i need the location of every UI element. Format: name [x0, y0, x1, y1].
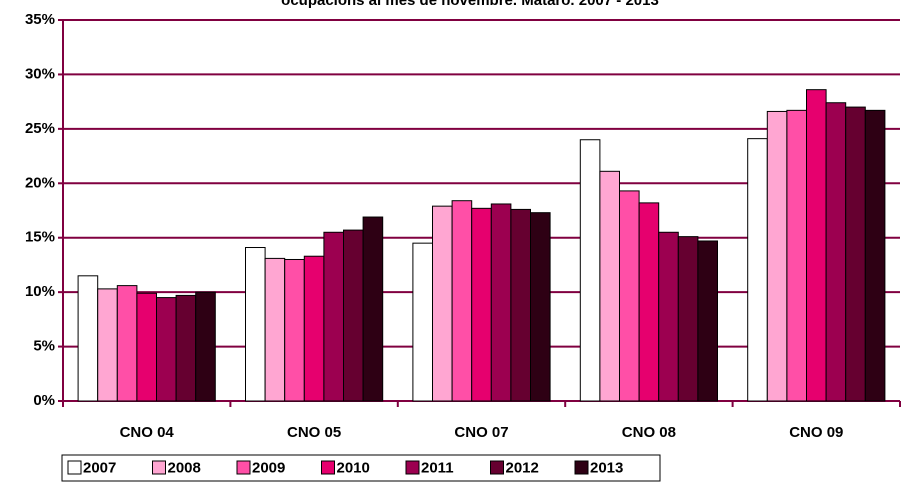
x-tick-label: CNO 05 — [287, 424, 341, 441]
legend-swatch — [405, 460, 420, 475]
legend-label: 2009 — [252, 459, 285, 476]
legend-label: 2010 — [337, 459, 370, 476]
y-tick-label: 15% — [25, 229, 55, 246]
legend-swatch — [67, 460, 82, 475]
bar — [156, 297, 177, 402]
bar — [264, 257, 286, 402]
bar — [864, 109, 886, 402]
bar — [510, 208, 531, 402]
bar — [412, 242, 433, 402]
legend-label: 2013 — [590, 459, 623, 476]
y-tick-label: 20% — [25, 174, 55, 191]
bar — [786, 109, 808, 402]
legend-label: 2012 — [506, 459, 539, 476]
bar — [747, 138, 768, 402]
bar — [97, 288, 118, 402]
bar — [490, 203, 512, 402]
legend-swatch — [152, 460, 166, 475]
bar — [343, 229, 364, 402]
y-tick-label: 30% — [25, 65, 55, 82]
bar — [697, 240, 719, 402]
bar — [599, 170, 621, 402]
legend-swatch — [490, 460, 504, 475]
bar — [432, 205, 453, 402]
bar — [825, 102, 847, 402]
legend-label: 2011 — [421, 459, 454, 476]
bar — [579, 139, 601, 402]
y-tick-label: 35% — [25, 11, 55, 28]
bar — [362, 216, 384, 402]
bar — [195, 291, 216, 402]
x-tick-label: CNO 04 — [120, 424, 175, 441]
bar — [175, 294, 197, 402]
bar — [245, 247, 266, 402]
bar — [658, 231, 679, 402]
x-tick-label: CNO 09 — [789, 424, 843, 441]
legend-label: 2008 — [168, 459, 201, 476]
bar — [471, 207, 492, 402]
bar — [766, 110, 788, 402]
bar — [806, 89, 827, 402]
bar — [136, 292, 157, 402]
bar — [619, 190, 640, 402]
y-tick-label: 25% — [25, 120, 55, 137]
y-tick-label: 10% — [25, 283, 55, 300]
bar — [530, 212, 551, 402]
bar — [303, 255, 325, 402]
chart-title: ocupacions al mes de novembre. Mataró. 2… — [281, 0, 659, 9]
x-tick-label: CNO 07 — [454, 424, 508, 441]
bar — [451, 200, 473, 402]
bar — [677, 236, 699, 402]
bar — [638, 202, 660, 402]
y-tick-label: 0% — [33, 392, 55, 409]
legend-swatch — [321, 460, 335, 475]
bar — [116, 285, 138, 402]
bar — [845, 106, 866, 402]
bar — [284, 258, 305, 402]
bar — [77, 275, 99, 402]
x-tick-label: CNO 08 — [622, 424, 676, 441]
y-tick-label: 5% — [33, 338, 55, 355]
legend-swatch — [236, 460, 251, 475]
bar — [323, 231, 344, 402]
legend-label: 2007 — [83, 459, 116, 476]
legend-swatch — [574, 460, 589, 475]
